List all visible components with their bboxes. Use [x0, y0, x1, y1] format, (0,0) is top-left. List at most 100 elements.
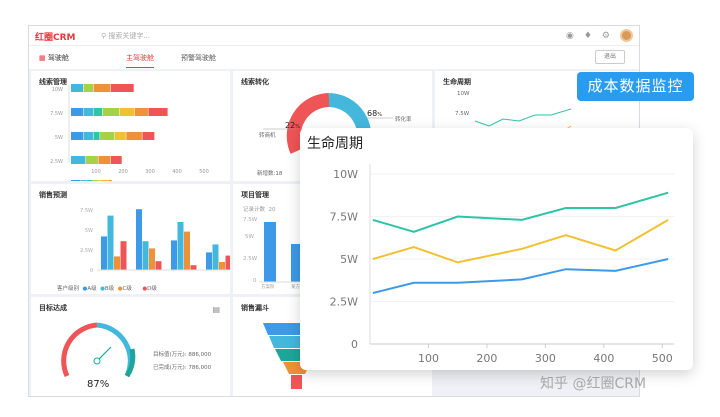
bar-segment — [100, 132, 115, 140]
bar-segment — [126, 132, 142, 140]
bar — [114, 256, 120, 270]
bar — [120, 241, 127, 270]
tab-warning-cockpit[interactable]: 预警驾驶舱 — [181, 54, 216, 62]
bar-segment — [83, 132, 94, 140]
bar-segment — [71, 132, 83, 140]
bar-segment — [71, 156, 86, 164]
panel-title: 线索管理 — [39, 78, 67, 86]
bar-segment — [99, 180, 108, 188]
y-tick: 5W — [85, 228, 93, 234]
series-line-2 — [372, 258, 669, 294]
bar — [171, 240, 177, 270]
popup-title: 生命周期 — [307, 136, 363, 152]
x-tick-label: 100 — [418, 352, 439, 365]
panel-target: 目标达成 ▤ 87% 目标值(万元): 886,000 已完成(万元): 786… — [31, 297, 230, 396]
y-tick: 7.5W — [80, 208, 93, 214]
panel-title: 目标达成 — [39, 304, 67, 312]
donut-segment-red — [286, 93, 330, 154]
x-tick: 200 — [118, 169, 128, 175]
bar — [155, 261, 162, 270]
y-tick-label: 5W — [340, 253, 358, 266]
bar — [225, 255, 232, 270]
y-tick: 5W — [55, 135, 63, 141]
cost-monitor-badge[interactable]: 成本数据监控 — [577, 72, 694, 101]
logout-button[interactable]: 退出 — [595, 50, 625, 64]
tab-main-cockpit[interactable]: 主驾驶舱 — [126, 53, 154, 68]
bar-segment — [93, 132, 100, 140]
bar — [101, 236, 107, 270]
bar-segment — [142, 132, 155, 140]
bar — [142, 241, 149, 270]
x-tick-label: 400 — [593, 352, 614, 365]
bar-segment — [85, 156, 98, 164]
bar-segment — [92, 180, 99, 188]
bar-segment — [86, 180, 93, 188]
bar — [149, 248, 155, 270]
panel-title: 线索转化 — [241, 78, 269, 86]
bar — [184, 231, 190, 270]
calendar-icon: ▦ — [39, 54, 46, 62]
bar — [219, 262, 225, 270]
tab-cockpit[interactable]: ▦ 驾驶舱 — [39, 54, 69, 62]
panel-title: 生命周期 — [443, 78, 471, 86]
bar-segment — [98, 156, 111, 164]
bar — [136, 209, 142, 270]
y-tick-label: 0 — [351, 338, 358, 351]
y-tick-label: 10W — [333, 168, 358, 181]
panel-title: 销售预测 — [39, 191, 67, 199]
bar-segment — [93, 84, 111, 92]
panel-title: 项目管理 — [241, 191, 269, 199]
x-tick-label: 200 — [476, 352, 497, 365]
series-line-0 — [372, 191, 669, 233]
bar — [190, 265, 197, 270]
avatar[interactable] — [620, 29, 633, 42]
bar — [177, 222, 184, 270]
x-tick: 400 — [172, 169, 182, 175]
bar-segment — [83, 84, 94, 92]
bar-segment — [148, 108, 168, 116]
y-tick: 2.5W — [80, 248, 93, 254]
series-line-1 — [372, 219, 669, 264]
gauge-percent: 87% — [87, 379, 110, 390]
bar-segment — [119, 108, 135, 116]
x-tick: 100 — [91, 169, 101, 175]
bar-segment — [71, 84, 83, 92]
chart-icon[interactable]: ▤ — [212, 305, 220, 314]
bar-segment — [83, 108, 94, 116]
logo: 红圈CRM — [35, 33, 76, 43]
search-input[interactable]: ⚲ 搜索关键字... — [101, 32, 151, 40]
watermark: 知乎 @红圈CRM — [540, 376, 647, 392]
lifecycle-line-chart: 0 2.5W 5W 7.5W 10W 100 200 300 400 500 — [330, 164, 674, 365]
y-tick: 7.5W — [50, 111, 63, 117]
lifecycle-popup: 生命周期 0 2.5W 5W 7.5W 10W 100 200 300 400 500 — [300, 128, 693, 370]
forecast-legend: 客户级别 ●A级 ●B级 ●C级 ●D级 — [57, 286, 157, 292]
forecast-bar-chart: 7.5W 5W 2.5W 0 — [80, 208, 236, 274]
top-bar: 红圈CRM ⚲ 搜索关键字... ◉ ♦ ⚙ — [29, 26, 639, 46]
tab-bar: ▦ 驾驶舱 主驾驶舱 预警驾驶舱 退出 — [29, 46, 639, 69]
panel-title: 销售漏斗 — [241, 304, 269, 312]
bar-segment — [102, 108, 120, 116]
panel-forecast: 销售预测 7.5W 5W 2.5W 0 客户级别 ●A级 ●B级 ●C级 ●D级 — [31, 184, 236, 294]
gear-icon[interactable]: ⚙ — [601, 30, 610, 41]
bar — [206, 252, 212, 270]
chat-icon[interactable]: ◉ — [565, 30, 574, 41]
bar — [107, 215, 114, 270]
y-tick-label: 2.5W — [330, 296, 358, 309]
y-tick: 0 — [90, 268, 93, 274]
bar — [212, 244, 219, 270]
x-tick-label: 300 — [535, 352, 556, 365]
y-tick: 2.5W — [50, 159, 63, 165]
bar-segment — [110, 156, 122, 164]
x-tick-label: 500 — [652, 352, 673, 365]
x-tick: 300 — [145, 169, 155, 175]
bar-segment — [93, 108, 102, 116]
gauge — [61, 322, 136, 378]
bar-segment — [71, 108, 83, 116]
bar-segment — [134, 108, 148, 116]
bar-segment — [108, 180, 112, 188]
x-tick: 500 — [199, 169, 209, 175]
bar-segment — [71, 180, 81, 188]
y-tick: 10W — [52, 87, 63, 93]
bell-icon[interactable]: ♦ — [583, 30, 592, 41]
